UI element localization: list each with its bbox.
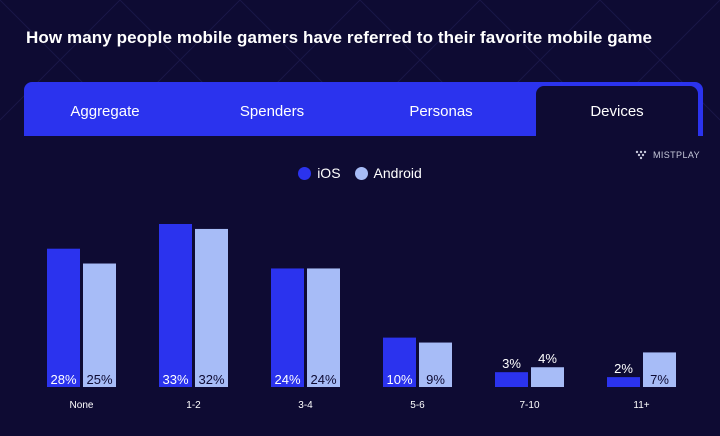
x-tick-label-1: None bbox=[70, 400, 94, 411]
data-label-android-4: 9% bbox=[426, 372, 445, 387]
tab-bar: Aggregate Spenders Personas Devices bbox=[24, 82, 703, 136]
x-tick-label-4: 5-6 bbox=[410, 400, 425, 411]
bar-android-1 bbox=[83, 263, 116, 387]
x-tick-label-5: 7-10 bbox=[519, 400, 539, 411]
data-label-ios-1: 28% bbox=[50, 372, 76, 387]
x-tick-label-2: 1-2 bbox=[186, 400, 201, 411]
bar-ios-6 bbox=[607, 377, 640, 387]
data-label-android-2: 32% bbox=[198, 372, 224, 387]
data-label-ios-2: 33% bbox=[162, 372, 188, 387]
data-label-android-6: 7% bbox=[650, 372, 669, 387]
tab-spenders[interactable]: Spenders bbox=[239, 102, 305, 120]
chart-legend: iOS Android bbox=[0, 165, 720, 181]
bar-ios-4 bbox=[383, 337, 416, 387]
legend-swatch-ios bbox=[298, 166, 312, 180]
data-label-ios-3: 24% bbox=[274, 372, 300, 387]
bar-android-2 bbox=[195, 228, 228, 387]
data-label-ios-6: 2% bbox=[614, 361, 633, 376]
data-label-android-5: 4% bbox=[538, 351, 557, 366]
mistplay-logo-icon bbox=[635, 150, 647, 160]
data-label-ios-5: 3% bbox=[502, 356, 521, 371]
bar-ios-2 bbox=[159, 224, 192, 387]
brand-logo: MISTPLAY bbox=[635, 150, 700, 160]
data-label-android-1: 25% bbox=[86, 372, 112, 387]
bar-android-6 bbox=[643, 352, 676, 387]
legend-label-android: Android bbox=[373, 165, 422, 181]
data-label-ios-4: 10% bbox=[386, 372, 412, 387]
bar-android-4 bbox=[419, 342, 452, 387]
legend-label-ios: iOS bbox=[317, 165, 341, 181]
bar-ios-5 bbox=[495, 372, 528, 387]
bar-ios-3 bbox=[271, 268, 304, 387]
bar-android-5 bbox=[531, 367, 564, 387]
chart-title: How many people mobile gamers have refer… bbox=[26, 28, 653, 47]
data-label-android-3: 24% bbox=[310, 372, 336, 387]
legend-item-android: Android bbox=[354, 165, 422, 181]
legend-swatch-android bbox=[354, 166, 368, 180]
bar-ios-1 bbox=[47, 248, 80, 387]
x-tick-label-3: 3-4 bbox=[298, 400, 313, 411]
bar-android-3 bbox=[307, 268, 340, 387]
tab-devices[interactable]: Devices bbox=[536, 86, 698, 136]
tab-aggregate[interactable]: Aggregate bbox=[70, 102, 140, 120]
x-tick-label-6: 11+ bbox=[633, 400, 649, 411]
brand-name: MISTPLAY bbox=[652, 150, 700, 160]
tab-personas[interactable]: Personas bbox=[409, 102, 473, 120]
legend-item-ios: iOS bbox=[298, 165, 341, 181]
